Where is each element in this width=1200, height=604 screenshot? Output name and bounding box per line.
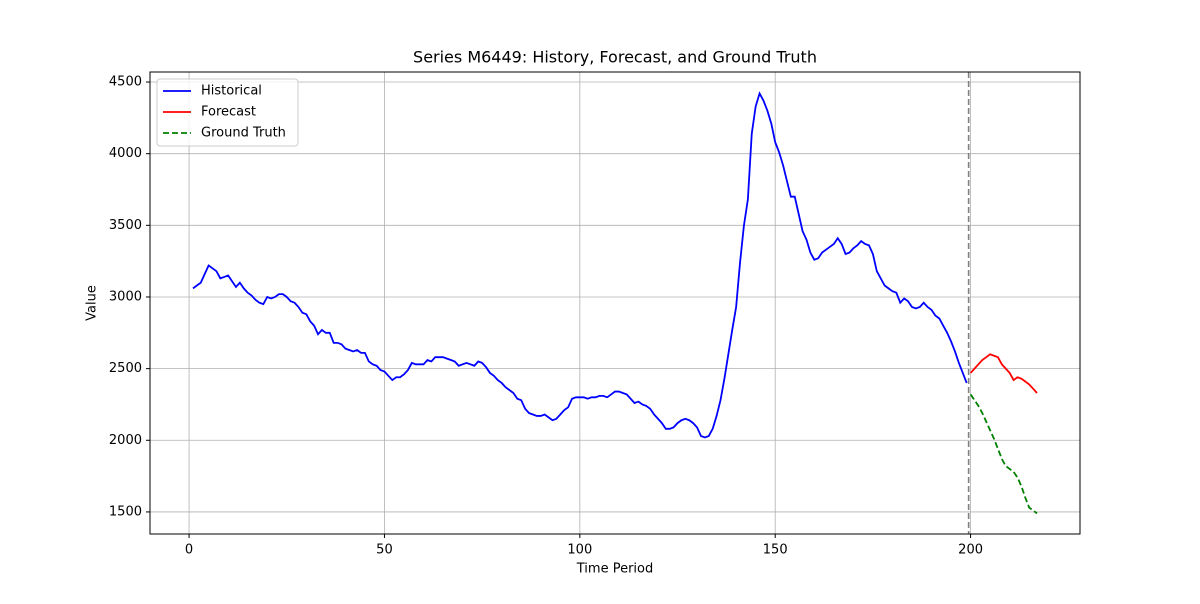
legend-label: Ground Truth — [201, 126, 286, 141]
legend-label: Forecast — [201, 105, 256, 120]
legend-label: Historical — [201, 84, 262, 99]
line-series — [969, 353, 1038, 394]
x-tick-label: 50 — [376, 543, 393, 558]
line-series — [969, 393, 1038, 515]
y-tick-label: 2500 — [109, 361, 142, 376]
y-tick-label: 4500 — [109, 75, 142, 90]
legend-box — [156, 78, 299, 147]
y-axis-label: Value — [85, 285, 100, 321]
line-series — [192, 91, 968, 439]
axes-frame — [149, 71, 1081, 535]
x-tick-label: 100 — [567, 543, 592, 558]
x-tick-label: 0 — [185, 543, 193, 558]
y-tick-label: 3500 — [109, 218, 142, 233]
x-axis-label: Time Period — [576, 562, 653, 577]
y-tick-label: 3000 — [109, 289, 142, 304]
x-tick-label: 150 — [763, 543, 788, 558]
y-tick-label: 4000 — [109, 146, 142, 161]
x-tick-label: 200 — [958, 543, 983, 558]
chart-title: Series M6449: History, Forecast, and Gro… — [413, 48, 817, 67]
y-tick-label: 1500 — [109, 504, 142, 519]
y-tick-label: 2000 — [109, 433, 142, 448]
